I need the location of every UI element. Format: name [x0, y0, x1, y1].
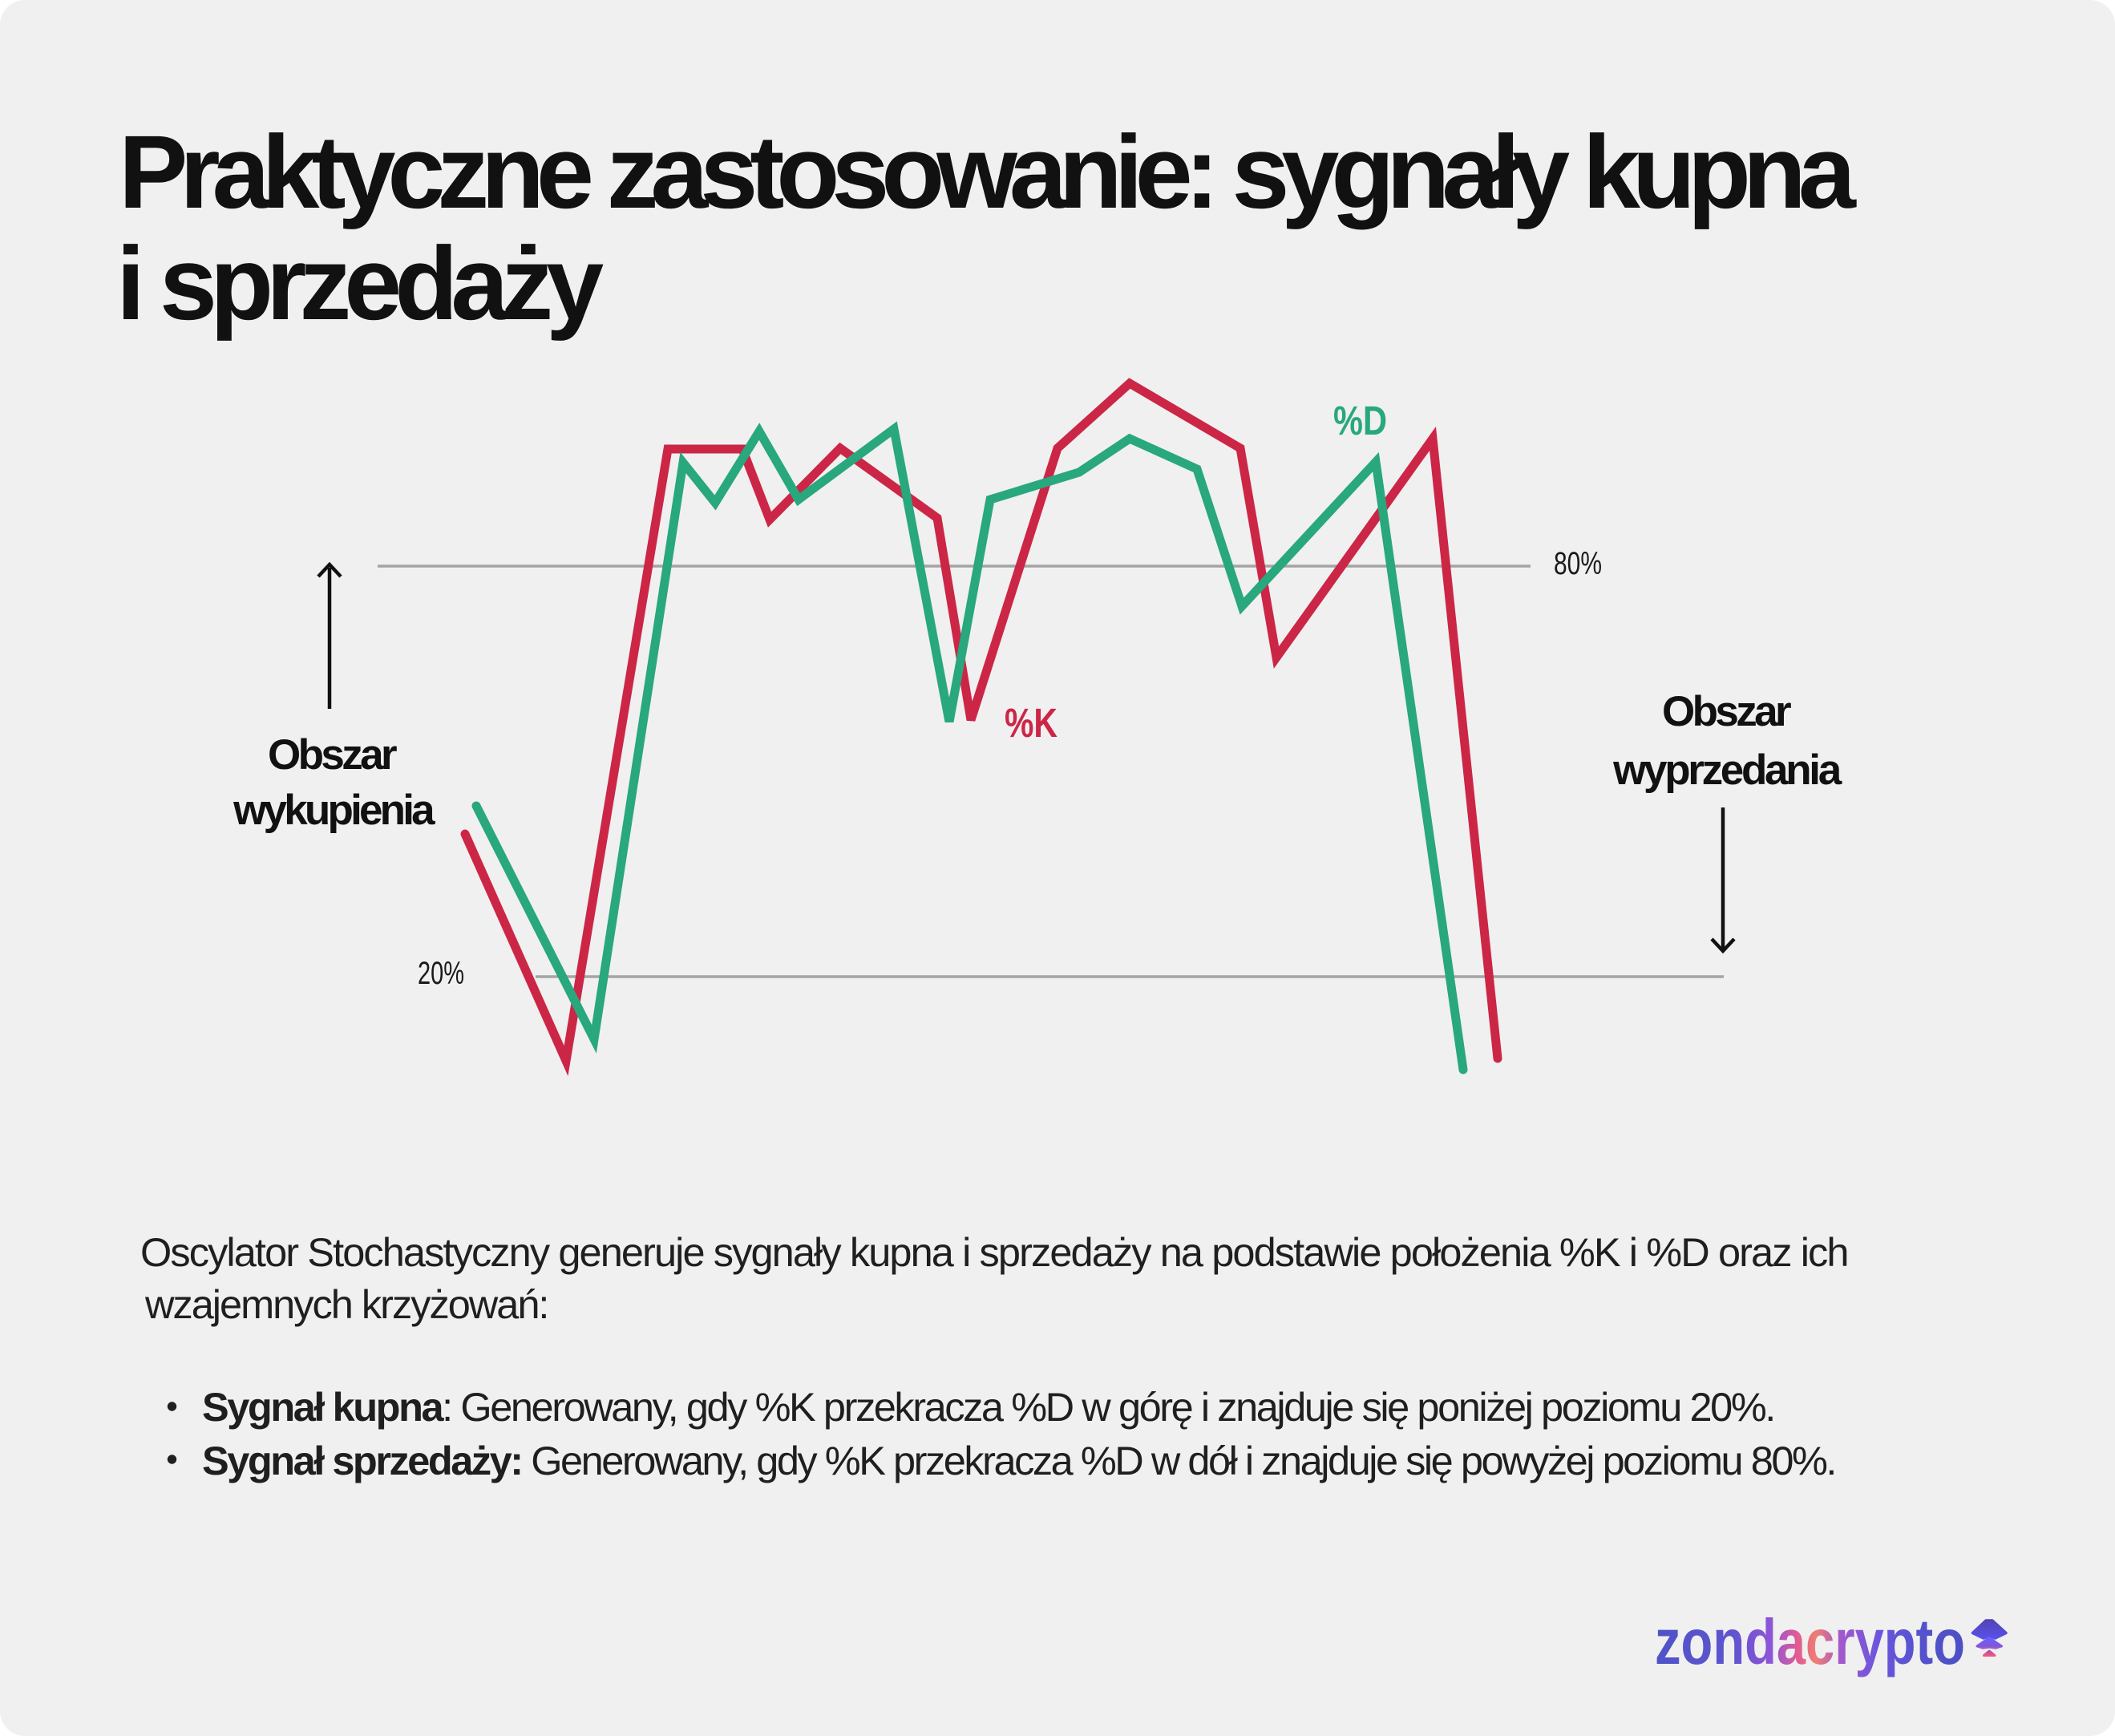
svg-text:wyprzedania: wyprzedania — [1612, 747, 1842, 794]
svg-text:Oscylator Stochastyczny generu: Oscylator Stochastyczny generuje sygnały… — [140, 1229, 1848, 1275]
svg-text:Obszar: Obszar — [268, 731, 397, 779]
svg-text:80%: 80% — [1554, 546, 1602, 581]
svg-text:%D: %D — [1333, 398, 1387, 443]
svg-text:Praktyczne zastosowanie: sygna: Praktyczne zastosowanie: sygnały kupna — [119, 115, 1857, 230]
svg-text:Sygnał kupna: Generowany, gdy: Sygnał kupna: Generowany, gdy %K przekra… — [202, 1384, 1774, 1430]
svg-text:Sygnał sprzedaży: Generowany,: Sygnał sprzedaży: Generowany, gdy %K prz… — [202, 1438, 1835, 1483]
svg-text:20%: 20% — [418, 956, 464, 991]
svg-text:zondacrypto: zondacrypto — [1655, 1606, 1965, 1677]
svg-text:%K: %K — [1005, 700, 1058, 746]
svg-text:i sprzedaży: i sprzedaży — [116, 226, 604, 342]
svg-text:wykupienia: wykupienia — [233, 787, 435, 834]
svg-text:wzajemnych krzyżowań:: wzajemnych krzyżowań: — [144, 1281, 548, 1327]
svg-text:Obszar: Obszar — [1662, 688, 1791, 735]
